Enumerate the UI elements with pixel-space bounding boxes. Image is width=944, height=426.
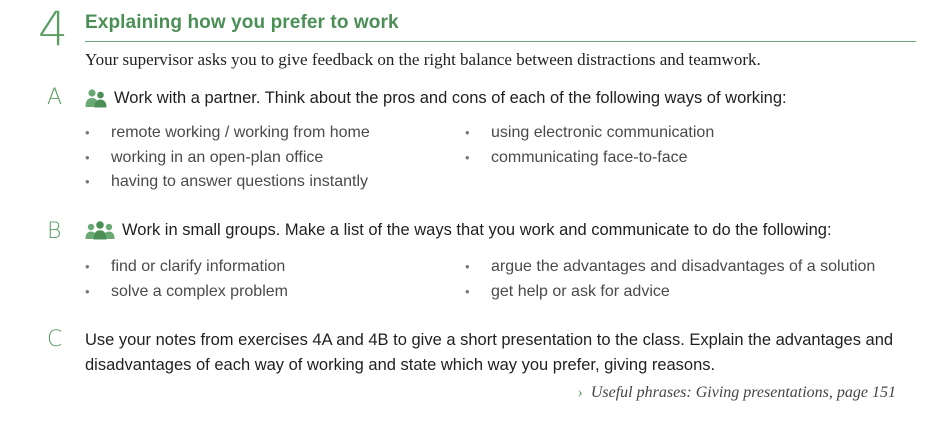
- exercise-a-bullets-right: • using electronic communication • communi…: [465, 121, 714, 170]
- list-item: • get help or ask for advice: [465, 282, 670, 300]
- exercise-c-letter: C: [47, 327, 63, 352]
- list-item: • argue the advantages and disadvantages …: [465, 258, 876, 275]
- exercise-b-bullets-right: • argue the advantages and disadvantages …: [465, 255, 875, 304]
- exercise-a-bullets-left: • remote working / working from home • wor…: [85, 121, 370, 195]
- section-title: Explaining how you prefer to work: [85, 12, 399, 33]
- exercise-b-bullets-left: • find or clarify information • solve a co…: [85, 255, 288, 304]
- chevron-right-icon: ›: [577, 384, 583, 401]
- list-item: • solve a complex problem: [85, 282, 288, 300]
- exercise-b-letter: B: [47, 219, 62, 244]
- exercise-a-instruction: Work with a partner. Think about the pro…: [114, 88, 787, 107]
- exercise-b-instruction: Work in small groups. Make a list of the…: [122, 220, 832, 239]
- pair-work-icon: [85, 88, 107, 108]
- exercise-b-instruction-row: Work in small groups. Make a list of the…: [85, 220, 832, 240]
- useful-phrases-text: Useful phrases: Giving presentations, pa…: [590, 384, 896, 401]
- exercise-a-letter: A: [47, 85, 63, 110]
- exercise-a-instruction-row: Work with a partner. Think about the pro…: [85, 88, 787, 108]
- list-item: • using electronic communication: [465, 124, 715, 141]
- title-divider: [85, 41, 916, 42]
- useful-phrases-link[interactable]: › Useful phrases: Giving presentations, p…: [578, 384, 896, 402]
- exercise-c-instruction: Use your notes from exercises 4A and 4B …: [85, 331, 894, 374]
- group-work-icon: [85, 220, 115, 240]
- list-item: • communicating face-to-face: [465, 148, 688, 166]
- list-item: • remote working / working from home: [85, 124, 370, 141]
- list-item: • working in an open-plan office: [85, 148, 324, 166]
- list-item: • having to answer questions instantly: [85, 173, 369, 190]
- section-intro: Your supervisor asks you to give feedbac…: [85, 50, 761, 69]
- section-number: 4: [38, 2, 68, 57]
- list-item: • find or clarify information: [85, 258, 286, 275]
